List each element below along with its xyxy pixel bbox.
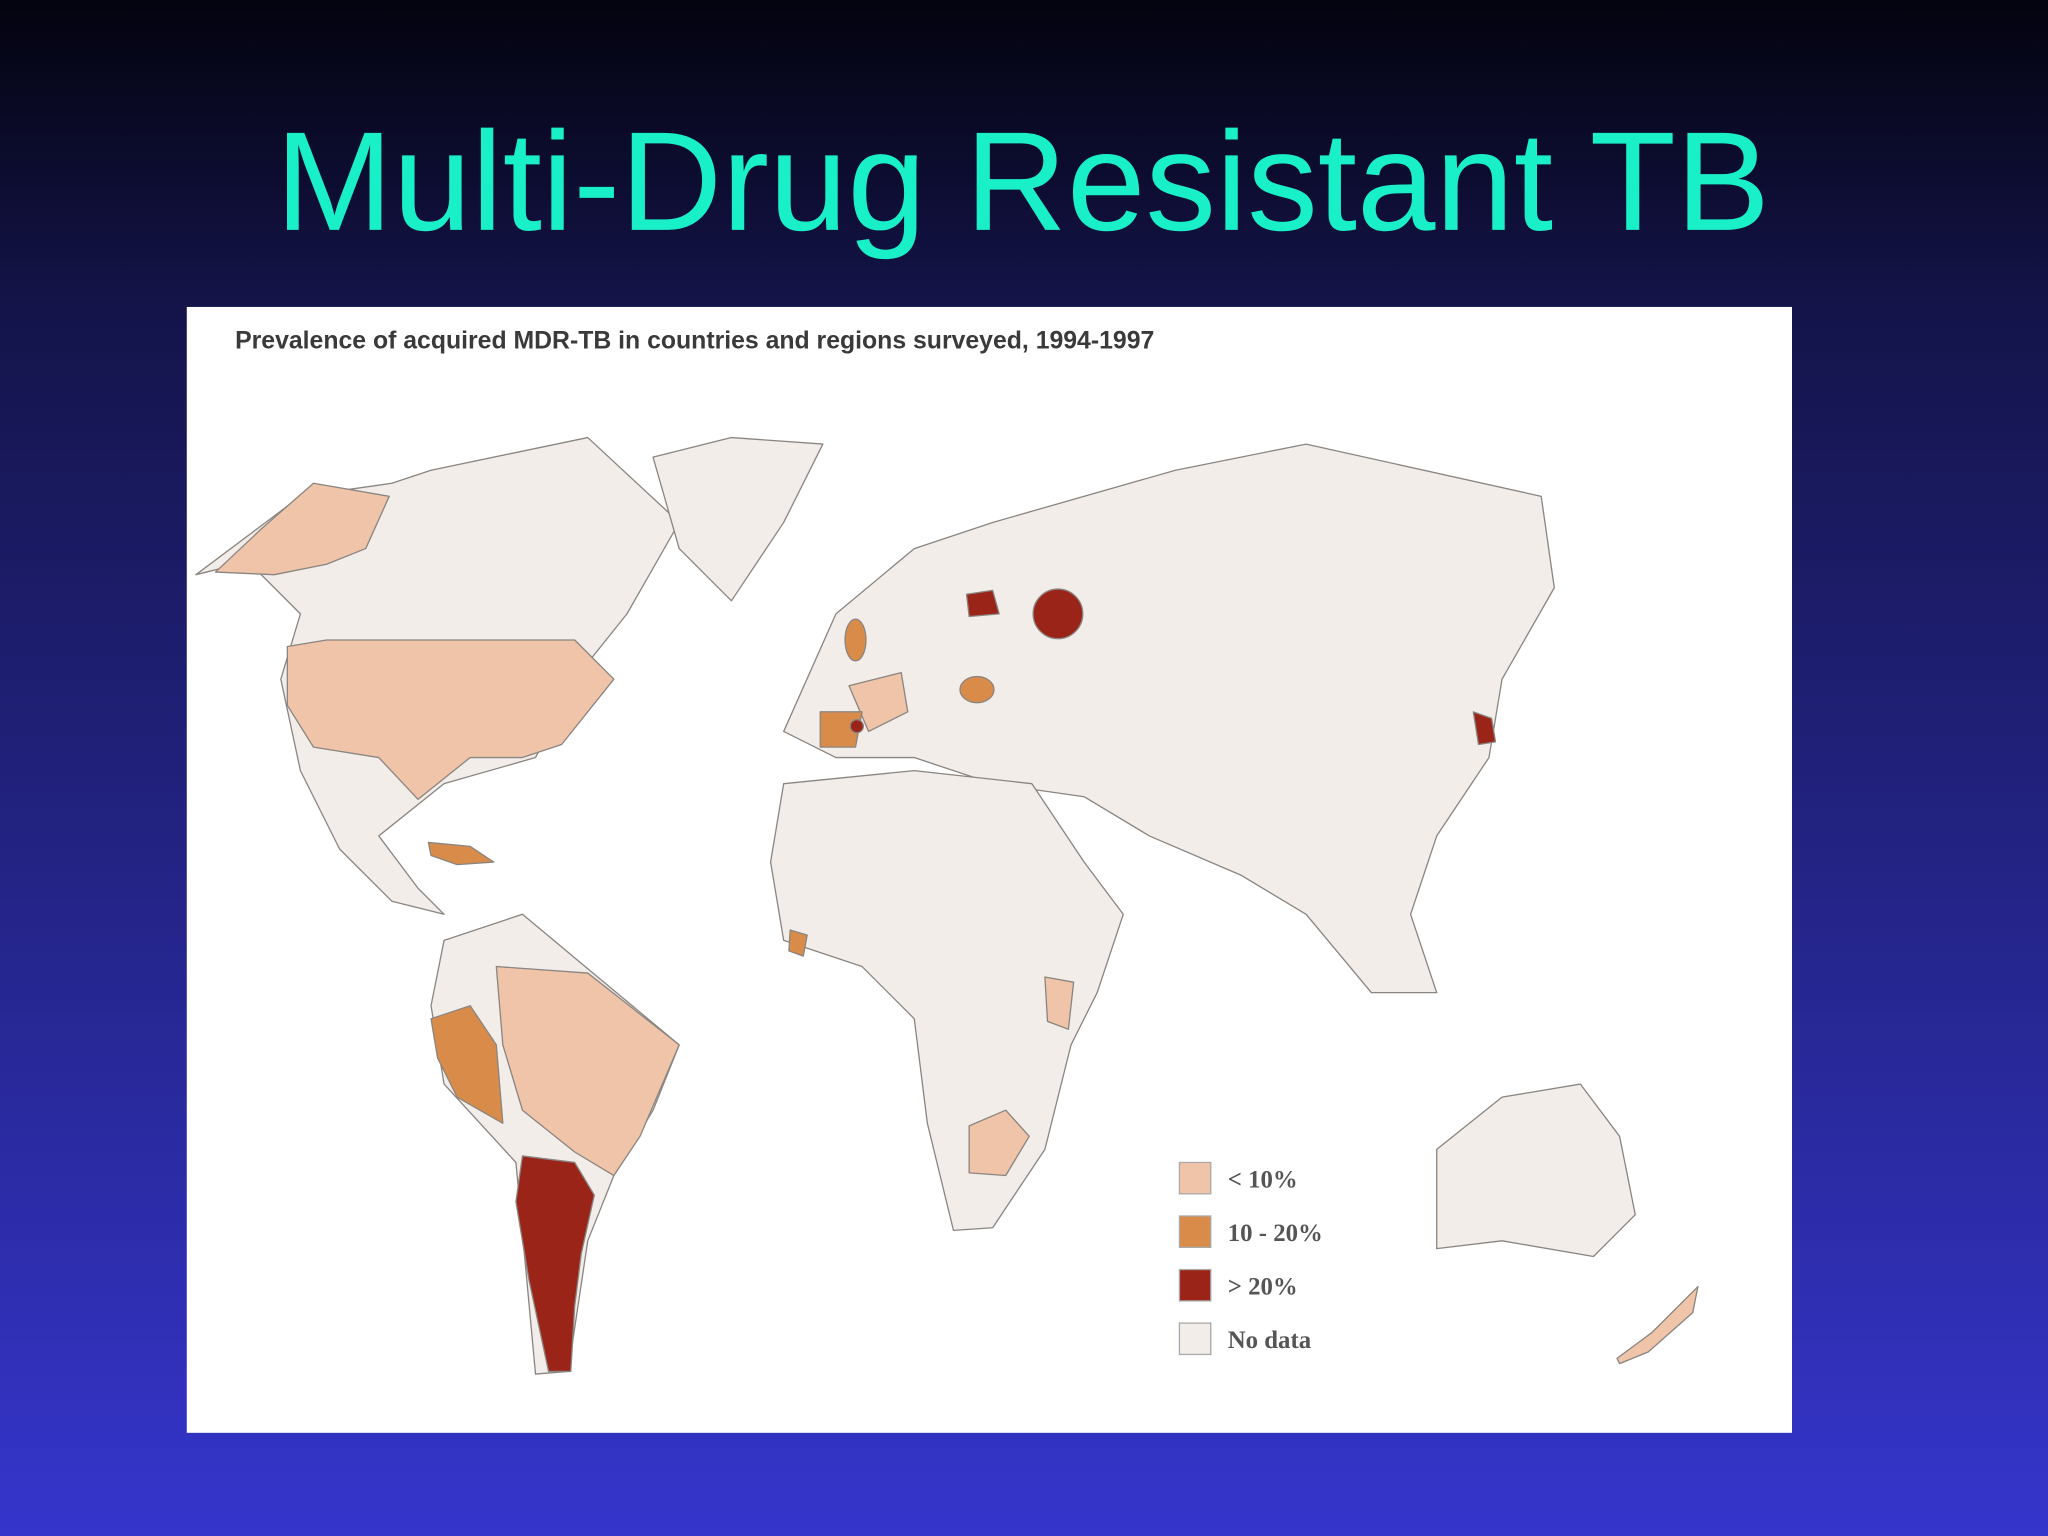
alaska: [214, 482, 390, 576]
cuba: [427, 841, 495, 866]
kenya: [1044, 976, 1075, 1030]
catalonia: [849, 719, 864, 734]
france: [848, 672, 909, 733]
map-legend: < 10% 10 - 20% > 20% No data: [1178, 1161, 1323, 1356]
slide-title: Multi-Drug Resistant TB: [275, 102, 1770, 260]
romania: [959, 675, 995, 704]
australia: [1436, 1083, 1636, 1258]
usa: [286, 639, 615, 800]
peru: [430, 1005, 504, 1124]
legend-label: < 10%: [1228, 1166, 1298, 1193]
legend-label: > 20%: [1228, 1273, 1298, 1300]
sierra-leone: [788, 929, 808, 957]
greenland: [652, 436, 824, 602]
ivanovo-russia: [1032, 588, 1084, 640]
brazil: [495, 965, 680, 1177]
map-caption: Prevalence of acquired MDR-TB in countri…: [235, 328, 1154, 355]
united-kingdom: [844, 618, 867, 662]
latvia: [965, 589, 1000, 618]
legend-label: No data: [1228, 1327, 1312, 1354]
new-zealand: [1616, 1285, 1699, 1365]
southern-africa: [968, 1109, 1030, 1177]
map-panel: Prevalence of acquired MDR-TB in countri…: [186, 306, 1792, 1433]
legend-swatch: [1178, 1322, 1212, 1356]
legend-swatch: [1178, 1268, 1212, 1302]
eurasia: [783, 443, 1555, 994]
legend-swatch: [1178, 1161, 1212, 1195]
africa: [769, 769, 1124, 1232]
argentina: [515, 1155, 595, 1373]
legend-label: 10 - 20%: [1228, 1220, 1323, 1247]
south-korea: [1472, 711, 1497, 746]
legend-swatch: [1178, 1215, 1212, 1248]
spain: [819, 711, 863, 748]
